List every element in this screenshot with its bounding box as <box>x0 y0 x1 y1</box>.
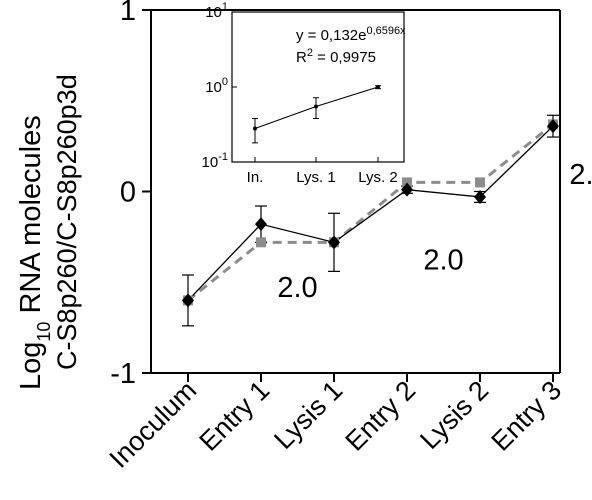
series-1-line <box>187 125 554 301</box>
series-2-point <box>402 177 412 188</box>
y-tick-label: 1 <box>120 0 136 27</box>
x-tick-label: Entry 3 <box>486 375 568 457</box>
annotations: 2.0 2.0 2.4 <box>277 159 592 304</box>
series-group <box>182 114 559 327</box>
inset-series <box>252 85 381 144</box>
inset-y-tick-label: 101 <box>205 1 228 21</box>
inset-chart: y = 0,132e0,6596x R2 = 0,9975 101 100 10-1… <box>202 1 407 186</box>
inset-point <box>376 85 380 89</box>
inset-equation: y = 0,132e0,6596x <box>296 25 406 44</box>
y-axis-title-subscript: 10 <box>34 322 54 342</box>
x-tick-label: Lysis 1 <box>268 375 348 455</box>
series-1-point <box>255 217 267 232</box>
inset-y-ticks: 101 100 10-1 <box>202 1 237 171</box>
inset-point <box>253 126 257 131</box>
x-tick-label: Entry 2 <box>340 375 422 457</box>
series-2-point <box>256 237 266 248</box>
series-1-point <box>474 189 486 204</box>
y-axis-title: Log10 RNA molecules C-S8p260/C-S8p260p3d <box>15 74 82 390</box>
ratio-annotation: 2.0 <box>277 272 317 304</box>
y-tick-label: 0 <box>120 177 136 209</box>
inset-x-tick-label: Lys. 2 <box>358 169 397 186</box>
series-1-point <box>547 119 559 134</box>
inset-frame <box>231 11 405 163</box>
x-tick-label: Lysis 2 <box>414 375 494 455</box>
ratio-annotation: 2.4 <box>569 159 592 191</box>
series-1-point <box>182 293 194 308</box>
inset-y-tick-label: 100 <box>205 76 228 96</box>
series-2-line <box>187 123 554 302</box>
inset-x-tick-label: In. <box>247 169 264 186</box>
inset-x-tick-label: Lys. 1 <box>296 169 335 186</box>
inset-point <box>314 104 318 109</box>
inset-r2: R2 = 0,9975 <box>296 47 376 66</box>
y-tick-label: -1 <box>110 358 136 390</box>
series-1-point <box>328 235 340 250</box>
series-1-point <box>401 182 413 197</box>
series-2-point <box>475 177 485 188</box>
inset-equation-exponent: 0,6596x <box>366 25 406 37</box>
inset-x-ticks: In. Lys. 1 Lys. 2 <box>247 157 398 186</box>
y-axis-title-line2: C-S8p260/C-S8p260p3d <box>52 74 82 370</box>
inset-r2-sup: 2 <box>307 47 313 59</box>
y-ticks: 1 0 -1 <box>110 0 151 390</box>
y-axis-title-line1: Log10 RNA molecules <box>15 115 54 390</box>
ratio-annotation: 2.0 <box>423 245 463 277</box>
inset-y-tick-label: 10-1 <box>202 151 228 171</box>
x-tick-label: Entry 1 <box>194 375 276 457</box>
